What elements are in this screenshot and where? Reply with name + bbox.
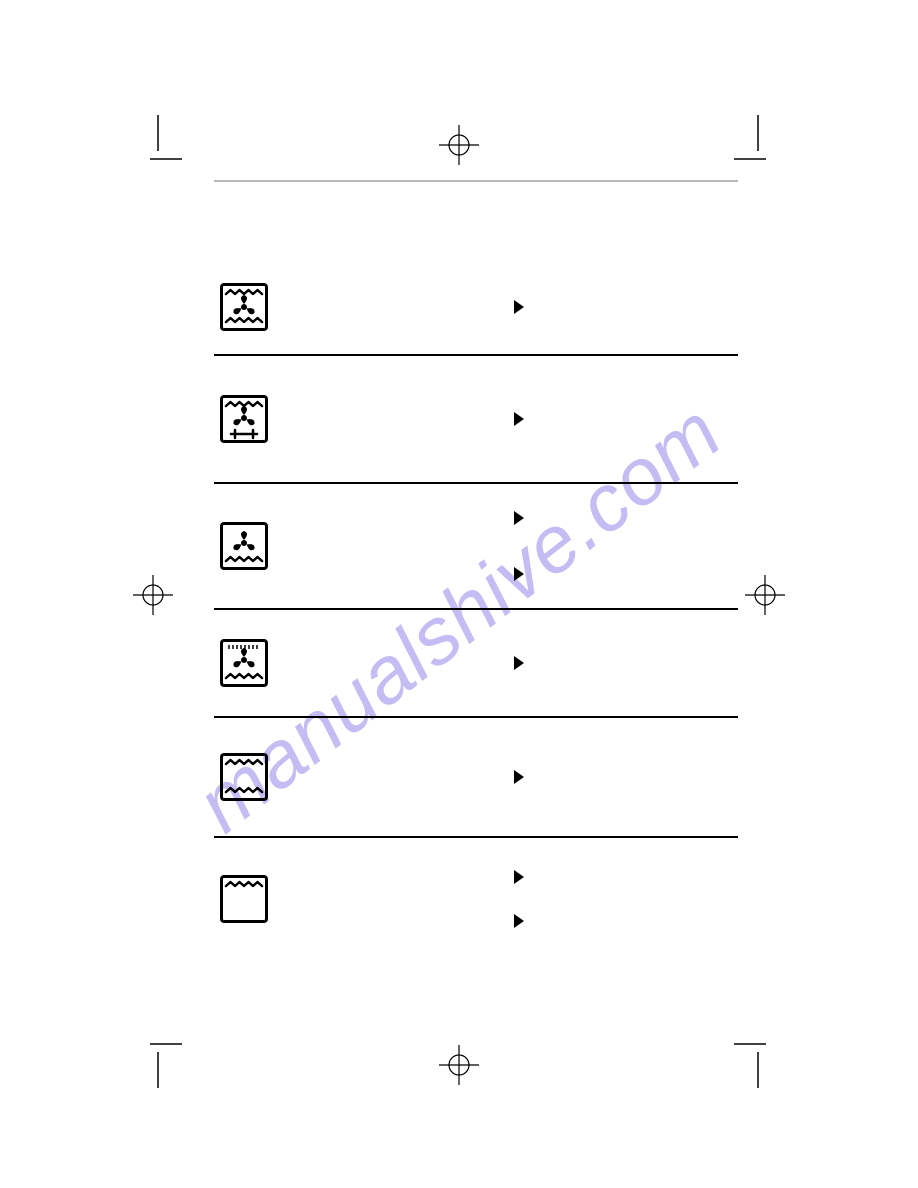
- oven-mode-icon: [220, 753, 268, 801]
- arrow-icon: [514, 870, 524, 884]
- oven-mode-icon: [220, 283, 268, 331]
- rows-container: [214, 260, 738, 960]
- arrow-icon: [514, 511, 524, 525]
- registration-mark-top: [434, 120, 484, 170]
- registration-mark-right: [740, 570, 790, 620]
- oven-mode-icon: [220, 875, 268, 923]
- arrow-icon: [514, 656, 524, 670]
- registration-mark-bottom: [434, 1040, 484, 1090]
- mode-row: [214, 484, 738, 610]
- oven-mode-icon: [220, 395, 268, 443]
- crop-mark-top-left: [150, 115, 190, 165]
- mode-row: [214, 838, 738, 960]
- mode-row: [214, 610, 738, 718]
- crop-mark-bottom-right: [726, 1038, 766, 1088]
- page-content: [214, 180, 738, 960]
- oven-mode-icon: [220, 522, 268, 570]
- crop-mark-bottom-left: [150, 1038, 190, 1088]
- arrow-icon: [514, 300, 524, 314]
- arrow-icon: [514, 914, 524, 928]
- crop-mark-top-right: [726, 115, 766, 165]
- arrow-icon: [514, 412, 524, 426]
- arrow-icon: [514, 770, 524, 784]
- mode-row: [214, 718, 738, 838]
- mode-row: [214, 356, 738, 484]
- registration-mark-left: [128, 570, 178, 620]
- header-rule: [214, 180, 738, 182]
- oven-mode-icon: [220, 639, 268, 687]
- arrow-icon: [514, 567, 524, 581]
- mode-row: [214, 260, 738, 356]
